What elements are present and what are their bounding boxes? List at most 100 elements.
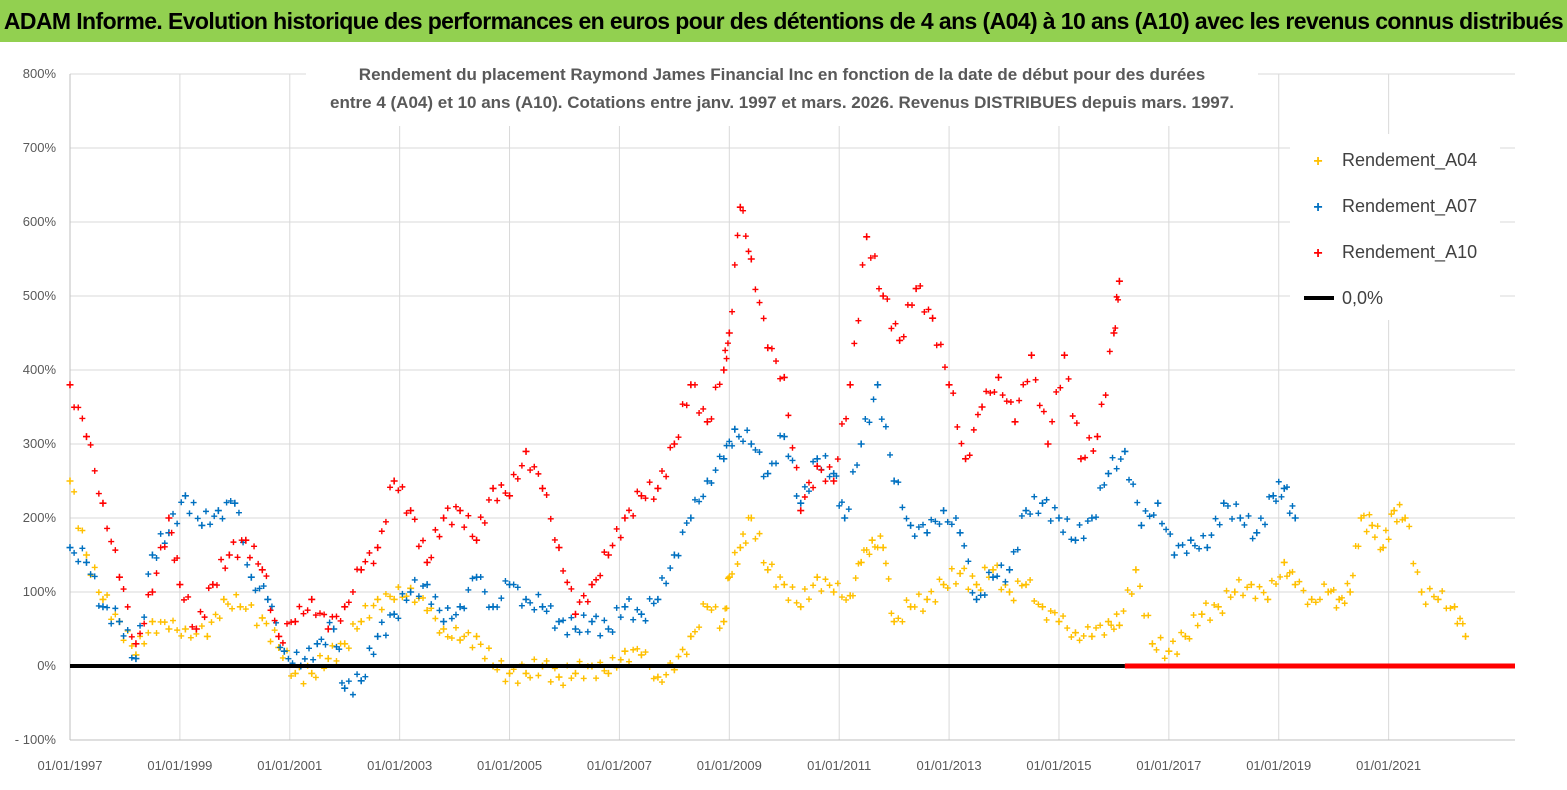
data-point-fill — [187, 634, 194, 641]
data-point-fill — [535, 672, 542, 679]
data-point-fill — [932, 518, 939, 525]
data-point-fill — [1157, 634, 1164, 641]
data-point-fill — [271, 617, 278, 624]
data-point-fill — [1212, 515, 1219, 522]
data-point-fill — [1027, 576, 1034, 583]
data-point-fill — [1235, 576, 1242, 583]
data-point-fill — [723, 442, 730, 449]
data-point-fill — [700, 493, 707, 500]
data-point-fill — [1016, 397, 1023, 404]
data-point — [654, 595, 662, 603]
data-point-fill — [277, 644, 284, 651]
data-point — [797, 603, 805, 611]
data-point-fill — [1333, 604, 1340, 611]
data-point-fill — [370, 602, 377, 609]
data-point-fill — [1043, 616, 1050, 623]
data-point — [747, 514, 755, 522]
data-point-fill — [1145, 612, 1152, 619]
data-point-fill — [642, 649, 649, 656]
data-point — [82, 433, 90, 441]
data-point-fill — [859, 261, 866, 268]
data-point-fill — [834, 580, 841, 587]
data-point — [1104, 618, 1112, 626]
data-point — [962, 455, 970, 463]
data-point — [341, 603, 349, 611]
data-point — [874, 381, 882, 389]
data-point — [456, 603, 464, 611]
data-point-fill — [1321, 581, 1328, 588]
data-point — [242, 536, 250, 544]
data-point-fill — [543, 491, 550, 498]
data-point-fill — [481, 655, 488, 662]
data-point-fill — [395, 584, 402, 591]
data-point-fill — [1349, 572, 1356, 579]
data-point — [473, 632, 481, 640]
data-point-fill — [477, 514, 484, 521]
data-point — [440, 514, 448, 522]
data-point — [456, 507, 464, 515]
data-point-fill — [667, 444, 674, 451]
data-point — [1110, 329, 1118, 337]
data-point-fill — [411, 516, 418, 523]
data-point-fill — [1229, 515, 1236, 522]
data-point-fill — [415, 593, 422, 600]
data-point-fill — [630, 646, 637, 653]
data-point-fill — [626, 507, 633, 514]
data-point-fill — [251, 543, 258, 550]
data-point-fill — [679, 401, 686, 408]
data-point-fill — [181, 596, 188, 603]
data-point-fill — [223, 499, 230, 506]
data-point-fill — [1330, 586, 1337, 593]
data-point-fill — [928, 516, 935, 523]
data-point-fill — [712, 384, 719, 391]
data-point — [720, 455, 728, 463]
data-point-fill — [284, 620, 291, 627]
data-point-fill — [885, 575, 892, 582]
data-point — [1368, 521, 1376, 529]
data-point-fill — [1093, 514, 1100, 521]
data-point-fill — [124, 626, 131, 633]
data-point-fill — [229, 605, 236, 612]
y-tick-label: 500% — [23, 288, 57, 303]
data-point-fill — [691, 381, 698, 388]
data-point-fill — [752, 446, 759, 453]
data-point-fill — [1018, 582, 1025, 589]
data-point-fill — [1101, 631, 1108, 638]
data-point-fill — [411, 599, 418, 606]
data-point-fill — [871, 253, 878, 260]
data-point-fill — [120, 632, 127, 639]
data-point-fill — [1186, 635, 1193, 642]
data-point-fill — [153, 570, 160, 577]
data-point — [82, 551, 90, 559]
data-point-fill — [1101, 481, 1108, 488]
data-point-fill — [789, 457, 796, 464]
data-point — [82, 558, 90, 566]
data-point-fill — [601, 617, 608, 624]
y-tick-label: 600% — [23, 214, 57, 229]
data-point-fill — [1090, 447, 1097, 454]
data-point-fill — [201, 614, 208, 621]
data-point-fill — [936, 576, 943, 583]
data-point — [1165, 647, 1173, 655]
data-point — [637, 492, 645, 500]
data-point-fill — [810, 484, 817, 491]
data-point-fill — [510, 471, 517, 478]
data-point-fill — [777, 432, 784, 439]
data-point-fill — [1113, 293, 1120, 300]
data-point-fill — [1178, 629, 1185, 636]
data-point — [731, 425, 739, 433]
data-point — [1181, 632, 1189, 640]
data-point-fill — [1382, 527, 1389, 534]
data-point-fill — [911, 533, 918, 540]
data-point-fill — [382, 518, 389, 525]
data-point-fill — [601, 667, 608, 674]
data-point-fill — [580, 592, 587, 599]
data-point-fill — [1363, 528, 1370, 535]
data-point-fill — [1371, 534, 1378, 541]
data-point — [764, 566, 772, 574]
data-point-fill — [877, 533, 884, 540]
data-point-fill — [91, 573, 98, 580]
data-point-fill — [1153, 646, 1160, 653]
data-point-fill — [333, 613, 340, 620]
data-point-fill — [498, 595, 505, 602]
